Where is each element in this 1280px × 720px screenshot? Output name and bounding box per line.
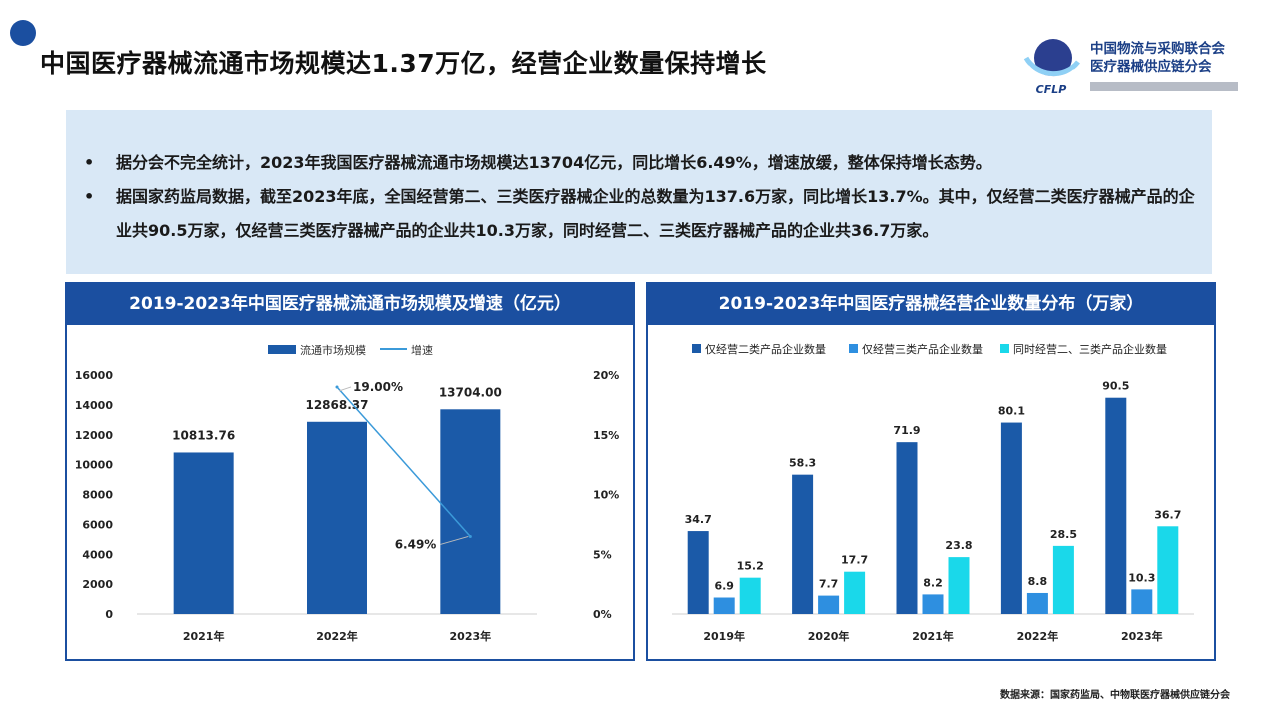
bar-market-size [307, 421, 367, 614]
bar-value-label: 28.5 [1050, 528, 1077, 541]
y2-tick-label: 10% [593, 489, 619, 502]
y-tick-label: 12000 [75, 429, 114, 442]
bar-enterprise-count [713, 597, 735, 614]
summary-box [66, 110, 1216, 274]
bar-enterprise-count [922, 594, 944, 614]
bar-market-size [440, 409, 501, 614]
x-tick-label: 2022年 [316, 629, 358, 643]
bar-value-label: 23.8 [945, 539, 972, 552]
bar-value-label: 8.8 [1028, 575, 1048, 588]
legend-label-market-size: 流通市场规模 [300, 343, 366, 357]
bar-value-label: 13704.00 [439, 385, 502, 399]
bar-enterprise-count [1157, 526, 1179, 614]
legend-swatch-market-size [268, 345, 296, 354]
y-tick-label: 14000 [75, 399, 114, 412]
y-tick-label: 6000 [82, 518, 113, 531]
bullet-mark: • [84, 153, 95, 172]
x-tick-label: 2023年 [1121, 629, 1163, 643]
y-tick-label: 0 [105, 608, 113, 621]
bar-value-label: 36.7 [1154, 508, 1181, 521]
page-title: 中国医疗器械流通市场规模达1.37万亿，经营企业数量保持增长 [40, 49, 767, 78]
bar-value-label: 15.2 [737, 560, 764, 573]
enterprise-count-chart: 仅经营二类产品企业数量 仅经营三类产品企业数量 同时经营二、三类产品企业数量 34.7… [672, 342, 1194, 643]
x-tick-label: 2019年 [703, 629, 745, 643]
legend-label: 仅经营三类产品企业数量 [862, 342, 983, 356]
bullet-text-1: 据分会不完全统计，2023年我国医疗器械流通市场规模达13704亿元，同比增长6… [116, 153, 992, 172]
growth-line [336, 386, 471, 537]
growth-value-label: 19.00% [353, 380, 403, 394]
bar-value-label: 10.3 [1128, 571, 1155, 584]
bullet-item-2: • 据国家药监局数据，截至2023年底，全国经营第二、三类医疗器械企业的总数量为… [84, 180, 1206, 248]
growth-point [335, 385, 339, 389]
growth-value-label: 6.49% [395, 537, 437, 551]
enterprise-count-chart-panel: 2019-2023年中国医疗器械经营企业数量分布（万家） 仅经营二类产品企业数量… [646, 282, 1216, 661]
bar-value-label: 58.3 [789, 457, 816, 470]
y2-tick-label: 20% [593, 369, 619, 382]
bar-enterprise-count [844, 571, 866, 614]
bar-enterprise-count [792, 474, 814, 614]
x-tick-label: 2022年 [1017, 629, 1059, 643]
bullet-item-1: • 据分会不完全统计，2023年我国医疗器械流通市场规模达13704亿元，同比增… [84, 146, 1196, 180]
bar-enterprise-count [1131, 589, 1153, 614]
bullet-mark: • [84, 187, 95, 206]
data-source-note: 数据来源：国家药监局、中物联医疗器械供应链分会 [1000, 690, 1230, 701]
bar-enterprise-count [1052, 545, 1074, 614]
legend-swatch [692, 344, 701, 353]
bar-value-label: 90.5 [1102, 380, 1129, 393]
y-tick-label: 4000 [82, 548, 113, 561]
bar-value-label: 10813.76 [172, 428, 235, 442]
enterprise-count-chart-title: 2019-2023年中国医疗器械经营企业数量分布（万家） [648, 284, 1214, 325]
bar-value-label: 12868.37 [305, 398, 368, 412]
x-tick-label: 2021年 [912, 629, 954, 643]
bar-enterprise-count [948, 557, 970, 614]
legend-label: 仅经营二类产品企业数量 [705, 342, 826, 356]
bar-value-label: 17.7 [841, 554, 868, 567]
org-name-line1: 中国物流与采购联合会 [1090, 41, 1225, 57]
bullet-text-2: 据国家药监局数据，截至2023年底，全国经营第二、三类医疗器械企业的总数量为13… [116, 187, 1195, 240]
legend-label: 同时经营二、三类产品企业数量 [1013, 342, 1167, 356]
growth-label-leader [440, 535, 469, 545]
legend-swatch [849, 344, 858, 353]
legend-label-growth: 增速 [411, 343, 433, 357]
y-tick-label: 16000 [75, 369, 114, 382]
y-tick-label: 10000 [75, 459, 114, 472]
bar-value-label: 8.2 [923, 576, 943, 589]
cflp-logo: CFLP [1023, 39, 1080, 96]
bar-enterprise-count [896, 442, 918, 614]
growth-label-leader [338, 386, 352, 392]
bar-value-label: 7.7 [819, 578, 839, 591]
x-tick-label: 2021年 [183, 629, 225, 643]
y2-tick-label: 0% [593, 608, 612, 621]
decor-dot-big [10, 20, 36, 46]
x-tick-label: 2020年 [808, 629, 850, 643]
bar-value-label: 6.9 [714, 580, 734, 593]
bar-enterprise-count [1026, 592, 1048, 614]
org-subtitle-bar [1090, 82, 1238, 91]
bar-enterprise-count [1000, 422, 1022, 614]
growth-point [468, 534, 472, 538]
y2-tick-label: 15% [593, 429, 619, 442]
y2-tick-label: 5% [593, 548, 612, 561]
bar-enterprise-count [818, 595, 840, 614]
y-tick-label: 2000 [82, 578, 113, 591]
market-size-chart-panel: 2019-2023年中国医疗器械流通市场规模及增速（亿元） 流通市场规模 增速 0 2… [65, 282, 635, 661]
org-name-block: 中国物流与采购联合会 医疗器械供应链分会 [1090, 40, 1250, 91]
y-tick-label: 8000 [82, 489, 113, 502]
logo-text: CFLP [1036, 83, 1067, 96]
bar-value-label: 34.7 [685, 513, 712, 526]
x-tick-label: 2023年 [450, 629, 492, 643]
market-size-chart-title: 2019-2023年中国医疗器械流通市场规模及增速（亿元） [67, 284, 633, 325]
bar-market-size [173, 452, 234, 614]
org-name-line2: 医疗器械供应链分会 [1090, 59, 1212, 75]
bar-enterprise-count [687, 531, 709, 614]
bar-enterprise-count [739, 577, 761, 614]
bar-value-label: 80.1 [998, 405, 1025, 418]
legend-swatch [1000, 344, 1009, 353]
market-size-chart: 流通市场规模 增速 0 2000 4000 6000 8000 10000 12000 14000… [75, 343, 620, 643]
bar-value-label: 71.9 [893, 424, 920, 437]
bar-enterprise-count [1105, 397, 1127, 614]
